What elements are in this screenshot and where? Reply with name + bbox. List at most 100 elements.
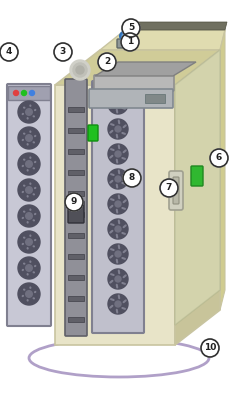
Circle shape <box>115 176 121 182</box>
FancyArrowPatch shape <box>124 200 126 202</box>
Bar <box>68 149 84 154</box>
Bar <box>68 170 84 175</box>
FancyArrowPatch shape <box>124 126 126 127</box>
FancyBboxPatch shape <box>191 166 203 186</box>
FancyArrowPatch shape <box>111 274 114 275</box>
Text: 3: 3 <box>60 48 66 56</box>
FancyArrowPatch shape <box>110 281 112 282</box>
Text: 1: 1 <box>127 38 133 46</box>
Polygon shape <box>220 30 225 310</box>
FancyArrowPatch shape <box>110 156 112 158</box>
Circle shape <box>26 187 32 193</box>
Circle shape <box>26 135 32 141</box>
FancyArrowPatch shape <box>122 258 125 259</box>
Circle shape <box>70 60 90 80</box>
Circle shape <box>105 86 110 92</box>
Circle shape <box>98 53 116 71</box>
Polygon shape <box>175 50 220 325</box>
Circle shape <box>115 201 121 207</box>
Text: 8: 8 <box>129 174 135 182</box>
Circle shape <box>108 269 128 289</box>
Circle shape <box>108 119 128 139</box>
Bar <box>120 85 126 93</box>
Bar <box>145 94 165 103</box>
Circle shape <box>115 126 121 132</box>
Circle shape <box>108 244 128 264</box>
Text: 4: 4 <box>6 48 12 56</box>
Text: 9: 9 <box>71 198 77 206</box>
Bar <box>8 86 50 100</box>
Circle shape <box>160 179 178 197</box>
FancyArrowPatch shape <box>122 108 125 109</box>
FancyArrowPatch shape <box>122 158 125 159</box>
FancyArrowPatch shape <box>122 133 125 134</box>
Bar <box>68 275 84 280</box>
Circle shape <box>26 265 32 271</box>
FancyArrowPatch shape <box>124 150 126 152</box>
FancyArrowPatch shape <box>110 181 112 182</box>
Bar <box>68 128 84 133</box>
Circle shape <box>18 101 40 123</box>
Circle shape <box>18 257 40 279</box>
Text: 7: 7 <box>166 184 172 192</box>
Text: 10: 10 <box>204 344 216 352</box>
Circle shape <box>108 94 128 114</box>
FancyArrowPatch shape <box>124 300 126 302</box>
Bar <box>68 254 84 259</box>
FancyArrowPatch shape <box>110 131 112 132</box>
Circle shape <box>30 90 35 96</box>
Circle shape <box>26 161 32 167</box>
Circle shape <box>14 90 19 96</box>
Circle shape <box>108 219 128 239</box>
FancyArrowPatch shape <box>111 199 114 200</box>
Polygon shape <box>175 50 220 345</box>
FancyArrowPatch shape <box>111 124 114 125</box>
Circle shape <box>0 43 18 61</box>
Bar <box>68 107 84 112</box>
FancyArrowPatch shape <box>111 224 114 225</box>
Circle shape <box>18 205 40 227</box>
FancyArrowPatch shape <box>111 249 114 250</box>
FancyArrowPatch shape <box>110 256 112 258</box>
Circle shape <box>54 43 72 61</box>
FancyArrowPatch shape <box>122 208 125 209</box>
FancyArrowPatch shape <box>122 308 125 309</box>
Circle shape <box>108 169 128 189</box>
FancyBboxPatch shape <box>65 79 87 336</box>
FancyArrowPatch shape <box>110 106 112 108</box>
Circle shape <box>21 90 26 96</box>
Circle shape <box>26 109 32 115</box>
Circle shape <box>26 239 32 245</box>
FancyArrowPatch shape <box>124 226 126 227</box>
Polygon shape <box>95 62 196 76</box>
FancyBboxPatch shape <box>117 39 137 48</box>
Circle shape <box>115 151 121 157</box>
FancyBboxPatch shape <box>169 171 183 210</box>
FancyArrowPatch shape <box>124 176 126 177</box>
Polygon shape <box>100 30 225 50</box>
Ellipse shape <box>120 31 134 41</box>
FancyArrowPatch shape <box>124 250 126 252</box>
FancyArrowPatch shape <box>110 231 112 232</box>
FancyArrowPatch shape <box>111 299 114 300</box>
Circle shape <box>115 101 121 107</box>
Circle shape <box>76 66 84 74</box>
FancyBboxPatch shape <box>88 125 98 141</box>
Bar <box>68 296 84 301</box>
Bar <box>128 85 134 93</box>
Circle shape <box>108 294 128 314</box>
Circle shape <box>26 291 32 297</box>
FancyArrowPatch shape <box>122 283 125 284</box>
FancyBboxPatch shape <box>7 84 51 326</box>
Circle shape <box>210 149 228 167</box>
Polygon shape <box>55 85 175 345</box>
Polygon shape <box>55 50 220 85</box>
Text: 2: 2 <box>104 58 110 66</box>
FancyBboxPatch shape <box>89 89 173 108</box>
FancyArrowPatch shape <box>110 306 112 308</box>
Circle shape <box>26 213 32 219</box>
Circle shape <box>121 33 139 51</box>
Circle shape <box>18 283 40 305</box>
FancyArrowPatch shape <box>111 99 114 100</box>
Circle shape <box>18 127 40 149</box>
